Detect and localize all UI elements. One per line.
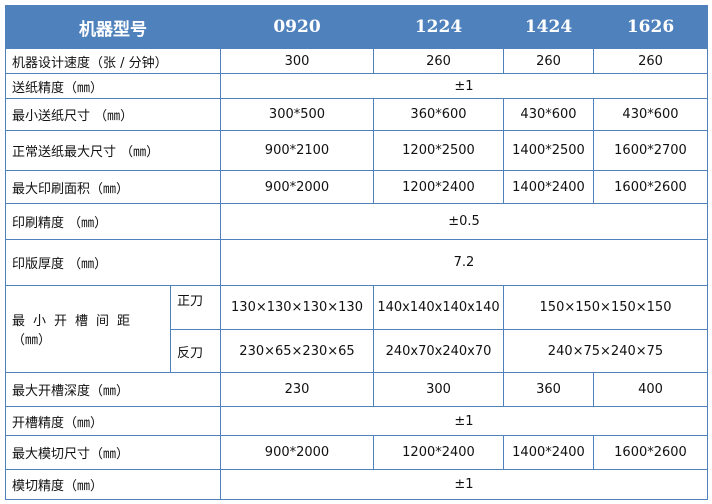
row-label: 开槽精度（㎜） (5, 406, 221, 436)
table-row-max-die-cut: 最大模切尺寸（㎜） 900*2000 1200*2400 1400*2400 1… (5, 435, 708, 470)
table-row-feed-precision: 送纸精度（㎜） ±1 (5, 73, 708, 99)
table-row-min-slot-forward: 最小开槽间距 （㎜） 正刀 130×130×130×130 140x140x14… (5, 285, 708, 373)
row-label: 模切精度（㎜） (5, 469, 221, 500)
table-row-die-cut-precision: 模切精度（㎜） ±1 (5, 469, 708, 500)
table-row-min-feed: 最小送纸尺寸 （㎜） 300*500 360*600 430*600 430*6… (5, 98, 708, 131)
model-0920: 0920 (220, 5, 374, 49)
model-1424: 1424 (503, 5, 594, 49)
cell: 900*2100 (220, 130, 374, 171)
cell: 1600*2600 (593, 435, 708, 470)
cell: ±1 (220, 406, 708, 436)
cell: 1200*2400 (373, 435, 504, 470)
cell: 1400*2400 (503, 170, 594, 204)
cell: 430*600 (593, 98, 708, 131)
cell: 1600*2600 (593, 170, 708, 204)
cell: ±0.5 (220, 203, 708, 240)
cell: 1200*2400 (373, 170, 504, 204)
cell: 240×75×240×75 (503, 329, 708, 373)
table-row-slot-precision: 开槽精度（㎜） ±1 (5, 406, 708, 436)
spec-table: 机器型号 0920 1224 1424 1626 机器设计速度（张 / 分钟） … (5, 5, 708, 500)
table-row-speed: 机器设计速度（张 / 分钟） 300 260 260 260 (5, 48, 708, 74)
table-row-min-slot-reverse: 反刀 230×65×230×65 240x70x240x70 240×75×24… (6, 329, 708, 373)
cell: 130×130×130×130 (220, 285, 374, 330)
row-label: 最大开槽深度（㎜） (5, 372, 221, 407)
cell: 900*2000 (220, 170, 374, 204)
row-label: 正常送纸最大尺寸 （㎜） (5, 130, 221, 171)
row-label: 最大模切尺寸（㎜） (5, 435, 221, 470)
header-label: 机器型号 (5, 5, 221, 49)
row-label: 机器设计速度（张 / 分钟） (5, 48, 221, 74)
cell: 260 (503, 48, 594, 74)
cell: 1400*2400 (503, 435, 594, 470)
cell: 260 (593, 48, 708, 74)
cell: 1400*2500 (503, 130, 594, 171)
cell: 7.2 (220, 239, 708, 286)
sub-label-forward: 正刀 (170, 285, 221, 330)
cell: ±1 (220, 73, 708, 99)
table-row-plate-thickness: 印版厚度 （㎜） 7.2 (5, 239, 708, 286)
cell: 230×65×230×65 (220, 329, 374, 373)
row-label: 最小送纸尺寸 （㎜） (5, 98, 221, 131)
cell: 150×150×150×150 (503, 285, 708, 330)
row-label-min-slot: 最小开槽间距 （㎜） (5, 285, 171, 373)
cell: 230 (220, 372, 374, 407)
model-1224: 1224 (373, 5, 504, 49)
cell: 1600*2700 (593, 130, 708, 171)
cell: 240x70x240x70 (373, 329, 504, 373)
model-1626: 1626 (593, 5, 708, 49)
table-row-print-precision: 印刷精度 （㎜） ±0.5 (5, 203, 708, 240)
cell: 1200*2500 (373, 130, 504, 171)
cell: 300*500 (220, 98, 374, 131)
cell: 360*600 (373, 98, 504, 131)
min-slot-unit: （㎜） (12, 333, 52, 348)
table-row-max-slot-depth: 最大开槽深度（㎜） 230 300 360 400 (5, 372, 708, 407)
header-row: 机器型号 0920 1224 1424 1626 (5, 5, 708, 49)
row-label: 最大印刷面积（㎜） (5, 170, 221, 204)
cell: 360 (503, 372, 594, 407)
row-label: 印刷精度 （㎜） (5, 203, 221, 240)
cell: 430*600 (503, 98, 594, 131)
cell: 140x140x140x140 (373, 285, 504, 330)
row-label: 送纸精度（㎜） (5, 73, 221, 99)
table-row-max-feed: 正常送纸最大尺寸 （㎜） 900*2100 1200*2500 1400*250… (5, 130, 708, 171)
cell: 260 (373, 48, 504, 74)
sub-label-reverse: 反刀 (170, 329, 221, 373)
cell: 300 (220, 48, 374, 74)
cell: ±1 (220, 469, 708, 500)
cell: 900*2000 (220, 435, 374, 470)
cell: 300 (373, 372, 504, 407)
table-row-max-print: 最大印刷面积（㎜） 900*2000 1200*2400 1400*2400 1… (5, 170, 708, 204)
row-label: 印版厚度 （㎜） (5, 239, 221, 286)
cell: 400 (593, 372, 708, 407)
min-slot-label: 最小开槽间距 (12, 314, 139, 329)
